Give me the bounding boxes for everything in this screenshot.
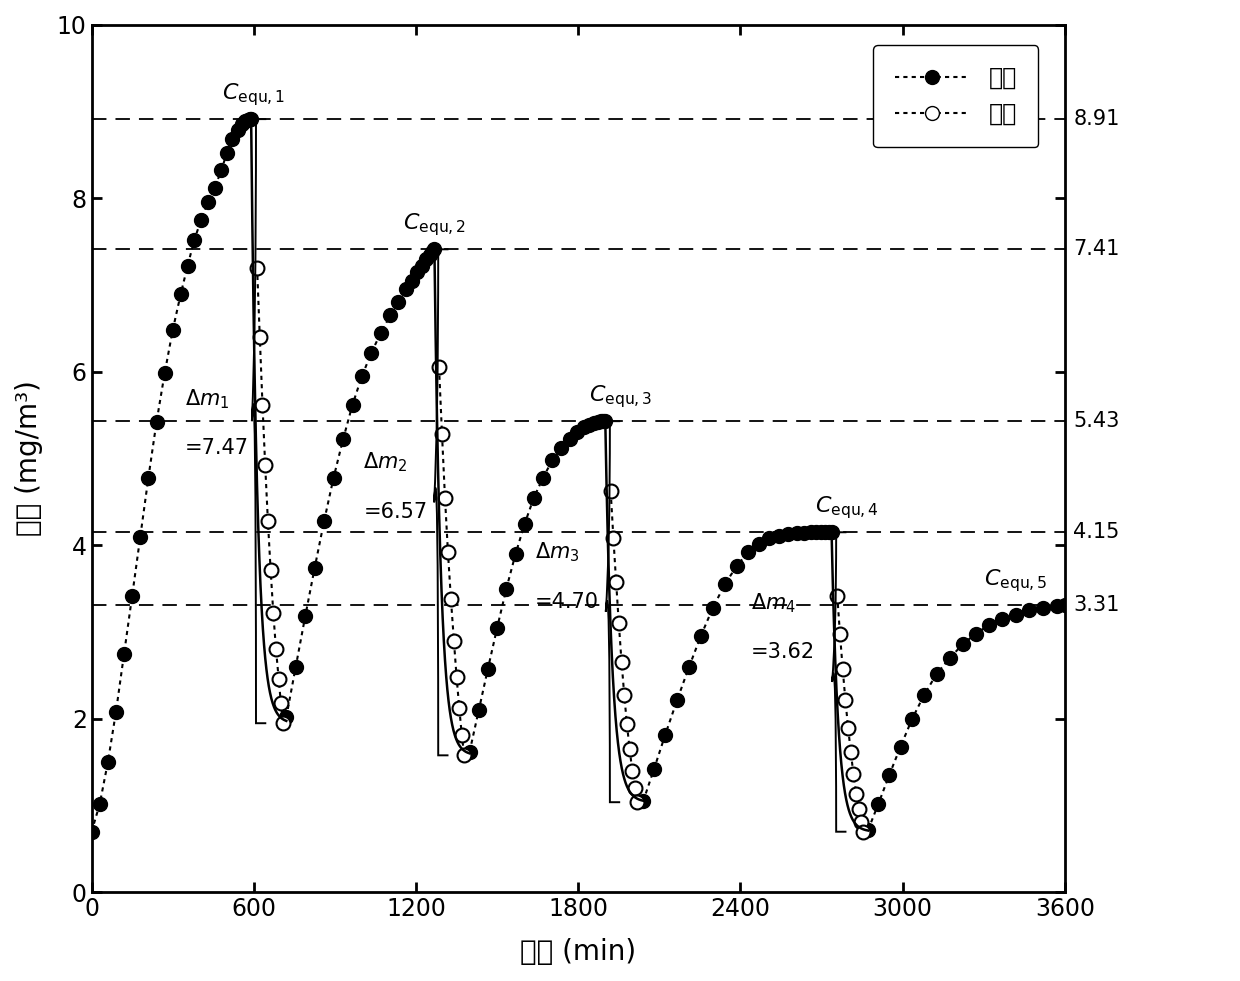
Text: $\mathit{C}_{\mathrm{equ,4}}$: $\mathit{C}_{\mathrm{equ,4}}$ <box>815 494 879 521</box>
Text: =7.47: =7.47 <box>185 439 249 458</box>
Text: =4.70: =4.70 <box>534 593 599 612</box>
Text: $\Delta m_{4}$: $\Delta m_{4}$ <box>750 592 796 615</box>
Text: $\mathit{C}_{\mathrm{equ,3}}$: $\mathit{C}_{\mathrm{equ,3}}$ <box>589 384 652 410</box>
Legend: 密闭, 通风: 密闭, 通风 <box>873 45 1038 147</box>
Text: 7.41: 7.41 <box>1074 239 1120 259</box>
Text: $\Delta m_{3}$: $\Delta m_{3}$ <box>534 541 579 564</box>
Text: 3.31: 3.31 <box>1074 595 1120 615</box>
Text: $\mathit{C}_{\mathrm{equ,5}}$: $\mathit{C}_{\mathrm{equ,5}}$ <box>983 567 1048 594</box>
X-axis label: 时间 (min): 时间 (min) <box>521 938 636 966</box>
Y-axis label: 浓度 (mg/m³): 浓度 (mg/m³) <box>15 381 43 537</box>
Text: =6.57: =6.57 <box>363 502 428 522</box>
Text: 5.43: 5.43 <box>1074 411 1120 432</box>
Text: 8.91: 8.91 <box>1074 109 1120 129</box>
Text: $\Delta m_{2}$: $\Delta m_{2}$ <box>363 450 408 474</box>
Text: $\mathit{C}_{\mathrm{equ,2}}$: $\mathit{C}_{\mathrm{equ,2}}$ <box>403 211 466 238</box>
Text: $\Delta m_{1}$: $\Delta m_{1}$ <box>185 387 229 411</box>
Text: =3.62: =3.62 <box>750 643 815 662</box>
Text: 4.15: 4.15 <box>1074 522 1120 542</box>
Text: $\mathit{C}_{\mathrm{equ,1}}$: $\mathit{C}_{\mathrm{equ,1}}$ <box>222 81 285 108</box>
